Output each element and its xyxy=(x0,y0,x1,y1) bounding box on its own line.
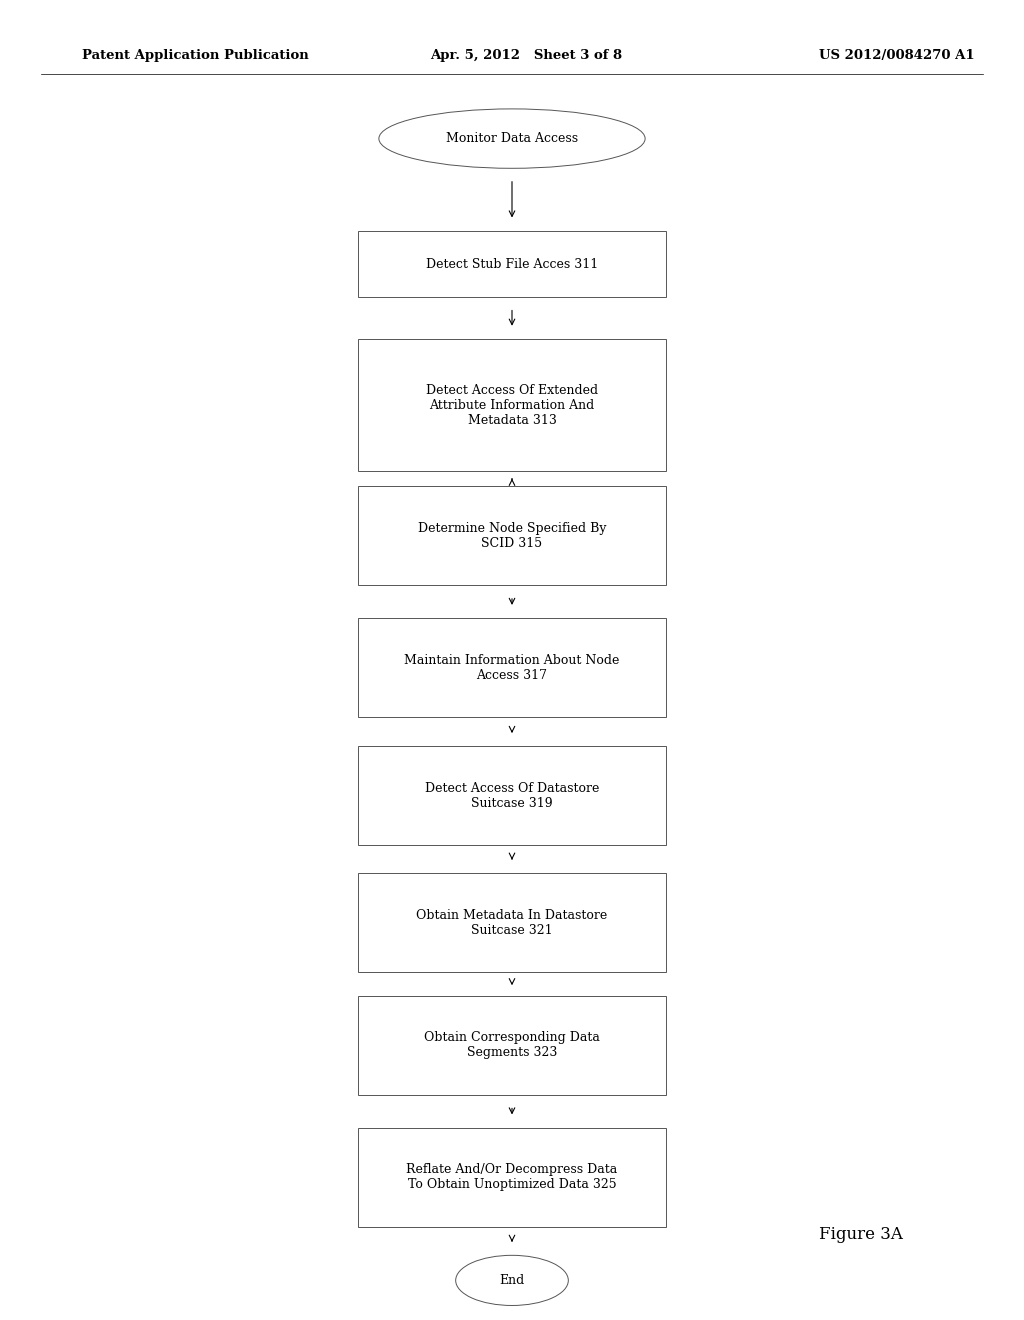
FancyBboxPatch shape xyxy=(358,618,666,718)
FancyBboxPatch shape xyxy=(358,874,666,972)
FancyBboxPatch shape xyxy=(358,339,666,471)
FancyBboxPatch shape xyxy=(358,995,666,1096)
FancyBboxPatch shape xyxy=(358,1127,666,1228)
Text: End: End xyxy=(500,1274,524,1287)
Text: Detect Stub File Acces 311: Detect Stub File Acces 311 xyxy=(426,257,598,271)
Text: Maintain Information About Node
Access 317: Maintain Information About Node Access 3… xyxy=(404,653,620,682)
Text: Obtain Metadata In Datastore
Suitcase 321: Obtain Metadata In Datastore Suitcase 32… xyxy=(417,908,607,937)
FancyBboxPatch shape xyxy=(358,231,666,297)
Text: Detect Access Of Datastore
Suitcase 319: Detect Access Of Datastore Suitcase 319 xyxy=(425,781,599,810)
Ellipse shape xyxy=(456,1255,568,1305)
Text: Figure 3A: Figure 3A xyxy=(819,1226,903,1242)
Text: Apr. 5, 2012   Sheet 3 of 8: Apr. 5, 2012 Sheet 3 of 8 xyxy=(430,49,623,62)
Text: Patent Application Publication: Patent Application Publication xyxy=(82,49,308,62)
FancyBboxPatch shape xyxy=(358,487,666,586)
Text: Reflate And/Or Decompress Data
To Obtain Unoptimized Data 325: Reflate And/Or Decompress Data To Obtain… xyxy=(407,1163,617,1192)
Text: Monitor Data Access: Monitor Data Access xyxy=(445,132,579,145)
FancyBboxPatch shape xyxy=(358,746,666,845)
Text: Detect Access Of Extended
Attribute Information And
Metadata 313: Detect Access Of Extended Attribute Info… xyxy=(426,384,598,426)
Text: Obtain Corresponding Data
Segments 323: Obtain Corresponding Data Segments 323 xyxy=(424,1031,600,1060)
Text: Determine Node Specified By
SCID 315: Determine Node Specified By SCID 315 xyxy=(418,521,606,550)
Ellipse shape xyxy=(379,108,645,168)
Text: US 2012/0084270 A1: US 2012/0084270 A1 xyxy=(819,49,975,62)
